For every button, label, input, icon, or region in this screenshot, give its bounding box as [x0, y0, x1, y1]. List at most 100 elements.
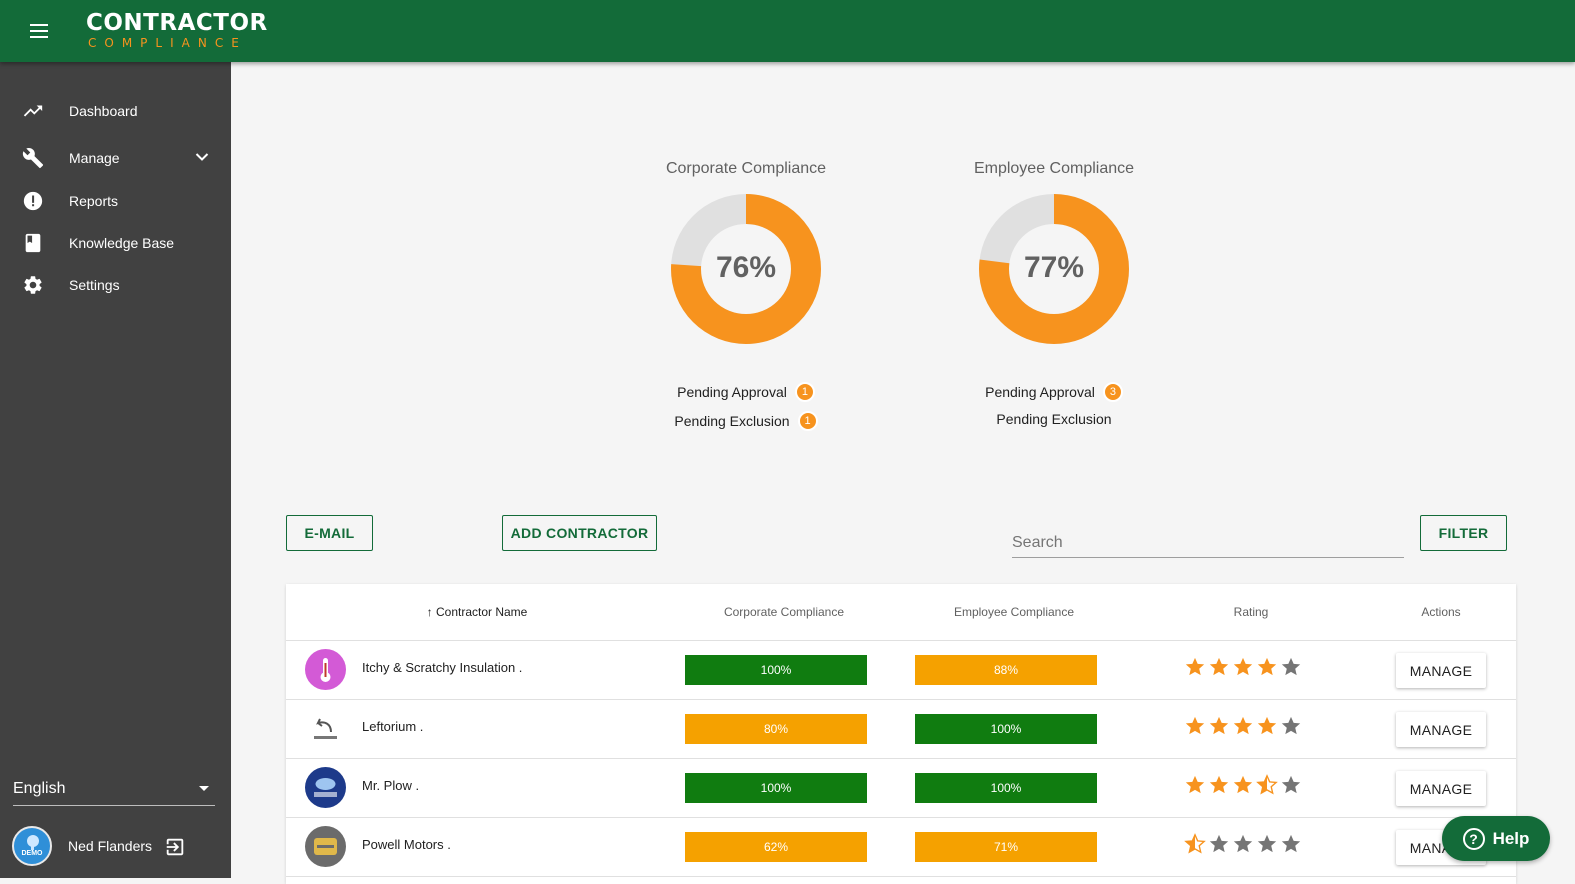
contractor-name[interactable]: Itchy & Scratchy Insulation .	[362, 660, 523, 675]
star-filled-icon[interactable]	[1208, 715, 1230, 737]
gauge-percent: 76%	[715, 251, 777, 284]
gauge-percent: 77%	[1023, 251, 1085, 284]
email-button[interactable]: E-MAIL	[286, 515, 373, 551]
star-filled-icon[interactable]	[1208, 774, 1230, 796]
pending-exclusion: Pending Exclusion 1	[646, 411, 846, 433]
language-select[interactable]: English	[13, 774, 215, 806]
add-contractor-button[interactable]: ADD CONTRACTOR	[502, 515, 657, 551]
pending-approval: Pending Approval 1	[646, 382, 846, 404]
star-empty-icon[interactable]	[1256, 833, 1278, 855]
avatar-label: DEMO	[21, 850, 43, 857]
column-header-rating[interactable]: Rating	[1233, 605, 1269, 619]
gauge-title: Employee Compliance	[973, 160, 1135, 177]
employee-donut-chart	[979, 194, 1129, 344]
language-value: English	[13, 780, 66, 797]
contractor-logo	[305, 649, 346, 690]
star-filled-icon[interactable]	[1232, 774, 1254, 796]
star-filled-icon[interactable]	[1256, 656, 1278, 678]
menu-icon[interactable]	[30, 24, 50, 40]
sidebar-item-label: Manage	[69, 150, 120, 166]
top-app-bar: CONTRACTOR COMPLIANCE	[0, 0, 1575, 62]
star-half-icon[interactable]	[1256, 774, 1278, 796]
star-empty-icon[interactable]	[1280, 833, 1302, 855]
column-header-corporate-compliance[interactable]: Corporate Compliance	[723, 605, 845, 619]
rating-stars[interactable]	[1184, 656, 1302, 678]
contractor-logo	[305, 767, 346, 808]
header-label: Contractor Name	[435, 605, 528, 619]
pending-approval-badge: 1	[794, 382, 815, 402]
sidebar-item-settings[interactable]: Settings	[0, 265, 231, 305]
help-button[interactable]: ? Help	[1442, 816, 1550, 861]
sidebar-item-label: Knowledge Base	[69, 235, 175, 251]
search-field	[1012, 524, 1404, 558]
sidebar: Dashboard Manage Reports Knowledge Base …	[0, 62, 231, 878]
user-profile: DEMO Ned Flanders	[12, 826, 222, 866]
question-circle-icon: ?	[1462, 827, 1485, 850]
main-content: Corporate Compliance 76% Pending Approva…	[231, 62, 1575, 884]
curved-arrow-icon	[314, 718, 337, 739]
corporate-compliance-bar: 80%	[685, 714, 867, 744]
contractor-logo	[305, 826, 346, 867]
rating-stars[interactable]	[1184, 774, 1302, 796]
rating-stars[interactable]	[1184, 715, 1302, 737]
avatar-graphic	[27, 835, 39, 850]
snow-cloud-icon	[314, 778, 337, 797]
table-row: Powell Motors . 62% 71% MANAGE	[286, 818, 1516, 877]
manage-button[interactable]: MANAGE	[1396, 653, 1486, 688]
contractor-logo	[305, 708, 346, 749]
star-empty-icon[interactable]	[1280, 656, 1302, 678]
star-filled-icon[interactable]	[1184, 715, 1206, 737]
pending-approval-label: Pending Approval	[677, 384, 787, 400]
column-header-employee-compliance[interactable]: Employee Compliance	[953, 605, 1075, 619]
star-empty-icon[interactable]	[1280, 715, 1302, 737]
sidebar-item-reports[interactable]: Reports	[0, 181, 231, 221]
contractor-name[interactable]: Leftorium .	[362, 719, 424, 734]
logout-icon[interactable]	[164, 836, 186, 858]
manage-button[interactable]: MANAGE	[1396, 712, 1486, 747]
sidebar-item-label: Settings	[69, 277, 120, 293]
chevron-down-icon[interactable]	[195, 149, 209, 167]
app-logo[interactable]: CONTRACTOR COMPLIANCE	[86, 10, 267, 50]
logo-subtitle: COMPLIANCE	[88, 36, 247, 50]
rating-stars[interactable]	[1184, 833, 1302, 855]
star-empty-icon[interactable]	[1208, 833, 1230, 855]
corporate-compliance-bar: 100%	[685, 655, 867, 685]
sidebar-item-label: Dashboard	[69, 103, 138, 119]
corporate-compliance-gauge: Corporate Compliance 76% Pending Approva…	[646, 160, 846, 440]
star-half-icon[interactable]	[1184, 833, 1206, 855]
column-header-actions: Actions	[1421, 605, 1461, 619]
star-filled-icon[interactable]	[1208, 656, 1230, 678]
employee-compliance-gauge: Employee Compliance 77% Pending Approval…	[954, 160, 1154, 440]
star-filled-icon[interactable]	[1232, 715, 1254, 737]
filter-button[interactable]: FILTER	[1420, 515, 1507, 551]
pending-exclusion-label: Pending Exclusion	[996, 411, 1112, 427]
contractor-name[interactable]: Mr. Plow .	[362, 778, 420, 793]
pending-approval-badge: 3	[1102, 382, 1123, 402]
trending-up-icon	[22, 100, 44, 122]
star-empty-icon[interactable]	[1280, 774, 1302, 796]
sidebar-item-manage[interactable]: Manage	[0, 138, 231, 178]
star-filled-icon[interactable]	[1184, 774, 1206, 796]
gear-icon	[22, 274, 44, 296]
sidebar-item-knowledge-base[interactable]: Knowledge Base	[0, 223, 231, 263]
avatar[interactable]: DEMO	[12, 826, 52, 866]
pending-approval-label: Pending Approval	[985, 384, 1095, 400]
contractor-name[interactable]: Powell Motors .	[362, 837, 451, 852]
star-filled-icon[interactable]	[1184, 656, 1206, 678]
search-input[interactable]	[1012, 524, 1404, 556]
wrench-icon	[22, 147, 44, 169]
table-row: Itchy & Scratchy Insulation . 100% 88% M…	[286, 641, 1516, 700]
sidebar-item-dashboard[interactable]: Dashboard	[0, 91, 231, 131]
pending-exclusion-label: Pending Exclusion	[674, 413, 790, 429]
star-filled-icon[interactable]	[1232, 656, 1254, 678]
star-filled-icon[interactable]	[1256, 715, 1278, 737]
table-row: Mr. Plow . 100% 100% MANAGE	[286, 759, 1516, 818]
manage-button[interactable]: MANAGE	[1396, 771, 1486, 806]
employee-compliance-bar: 100%	[915, 714, 1097, 744]
table-row: Leftorium . 80% 100% MANAGE	[286, 700, 1516, 759]
alert-circle-icon	[22, 190, 44, 212]
corporate-compliance-bar: 100%	[685, 773, 867, 803]
pending-approval: Pending Approval 3	[954, 382, 1154, 404]
column-header-contractor-name[interactable]: ↑ Contractor Name	[422, 605, 532, 619]
star-empty-icon[interactable]	[1232, 833, 1254, 855]
